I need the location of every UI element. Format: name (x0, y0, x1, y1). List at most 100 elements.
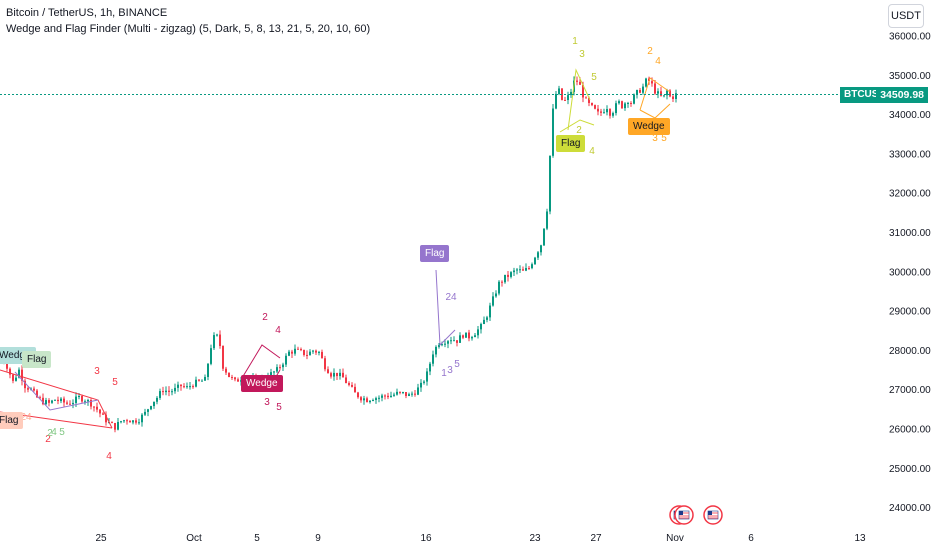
candle-body (546, 211, 548, 229)
pattern-label[interactable]: Flag (22, 351, 52, 368)
chart-title: Bitcoin / TetherUS, 1h, BINANCE (6, 7, 168, 19)
candle-body (102, 413, 104, 415)
candle-body (456, 340, 458, 343)
candle-body (459, 335, 461, 343)
wave-label: 4 (589, 146, 595, 157)
candle-body (651, 81, 653, 84)
candle-body (483, 319, 485, 324)
candle-body (492, 296, 494, 306)
candle-body (354, 386, 356, 393)
candle-body (645, 78, 647, 87)
candle-body (150, 406, 152, 410)
candle-body (339, 372, 341, 377)
candle-body (477, 329, 479, 336)
candle-body (501, 281, 503, 283)
y-tick-label: 32000.00 (889, 189, 931, 200)
candle-body (408, 394, 410, 396)
candle-body (591, 102, 593, 106)
candle-body (507, 274, 509, 277)
wave-label: 5 (59, 427, 65, 438)
pattern-label[interactable]: Flag (556, 135, 586, 152)
candle-body (174, 387, 176, 392)
candle-body (657, 91, 659, 94)
x-tick-label: 23 (529, 533, 541, 544)
x-tick-label: 16 (420, 533, 432, 544)
wave-label: 4 (275, 325, 281, 336)
wave-label: 24 (445, 292, 457, 303)
candle-body (126, 420, 128, 422)
candle-body (534, 257, 536, 265)
candle-body (204, 376, 206, 381)
candle-body (231, 377, 233, 379)
candle-body (537, 252, 539, 258)
x-tick-label: 13 (854, 533, 866, 544)
time-axis[interactable]: 25 Oct 5 9 16 23 27 Nov 6 13 (95, 533, 866, 544)
candle-body (219, 334, 221, 347)
y-tick-label: 27000.00 (889, 385, 931, 396)
candle-body (606, 109, 608, 113)
candle-body (423, 381, 425, 383)
candle-body (36, 390, 38, 398)
currency-button[interactable]: USDT (888, 4, 924, 28)
candle-body (336, 372, 338, 377)
y-tick-label: 33000.00 (889, 149, 931, 160)
candle-body (177, 384, 179, 388)
pattern-line (241, 344, 281, 379)
candle-body (567, 95, 569, 100)
candle-body (135, 420, 137, 423)
candle-body (669, 90, 671, 97)
wave-label: 3 (579, 49, 585, 60)
candle-body (615, 103, 617, 114)
x-tick-label: 9 (315, 533, 321, 544)
candle-body (285, 355, 287, 365)
event-icons[interactable] (669, 505, 723, 525)
price-axis[interactable]: 36000.00 35000.00 34000.00 33000.00 32000.00… (889, 32, 931, 515)
wave-label: 3 (652, 133, 658, 144)
candle-body (291, 351, 293, 354)
candle-body (378, 397, 380, 399)
candle-body (471, 337, 473, 339)
candle-body (465, 332, 467, 338)
us-flag-icon[interactable] (703, 505, 723, 525)
candle-body (138, 422, 140, 424)
candle-body (141, 414, 143, 423)
x-tick-label: 25 (95, 533, 107, 544)
candle-body (612, 113, 614, 116)
candle-body (555, 93, 557, 109)
wave-label: 24 (20, 412, 32, 423)
candle-body (633, 94, 635, 104)
candle-body (27, 388, 29, 390)
candle-body (414, 393, 416, 395)
us-flag-icon[interactable] (674, 505, 694, 525)
candle-body (69, 403, 71, 405)
candle-body (438, 345, 440, 347)
candle-body (189, 386, 191, 388)
candle-body (402, 392, 404, 394)
candle-body (375, 398, 377, 400)
pattern-label[interactable]: Wedge (241, 375, 283, 392)
candle-body (57, 399, 59, 402)
pattern-line (567, 68, 591, 131)
candle-body (366, 398, 368, 403)
candle-body (666, 90, 668, 96)
candle-body (318, 351, 320, 353)
wave-label: 4 (106, 451, 112, 462)
candle-body (450, 340, 452, 342)
candle-body (435, 346, 437, 355)
candle-body (87, 399, 89, 402)
candle-body (444, 343, 446, 345)
candle-body (654, 83, 656, 94)
candle-body (297, 348, 299, 350)
pattern-label[interactable]: Flag (0, 412, 24, 429)
candle-body (405, 392, 407, 396)
candle-body (321, 351, 323, 359)
pattern-label[interactable]: Flag (420, 245, 450, 262)
wave-label: 1 (572, 36, 578, 47)
wave-label: 5 (276, 402, 282, 413)
candle-body (195, 379, 197, 387)
indicator-legend[interactable]: Wedge and Flag Finder (Multi - zigzag) (… (6, 23, 371, 35)
candle-body (96, 406, 98, 410)
pattern-label[interactable]: Wedge (628, 118, 670, 135)
candle-body (81, 396, 83, 402)
